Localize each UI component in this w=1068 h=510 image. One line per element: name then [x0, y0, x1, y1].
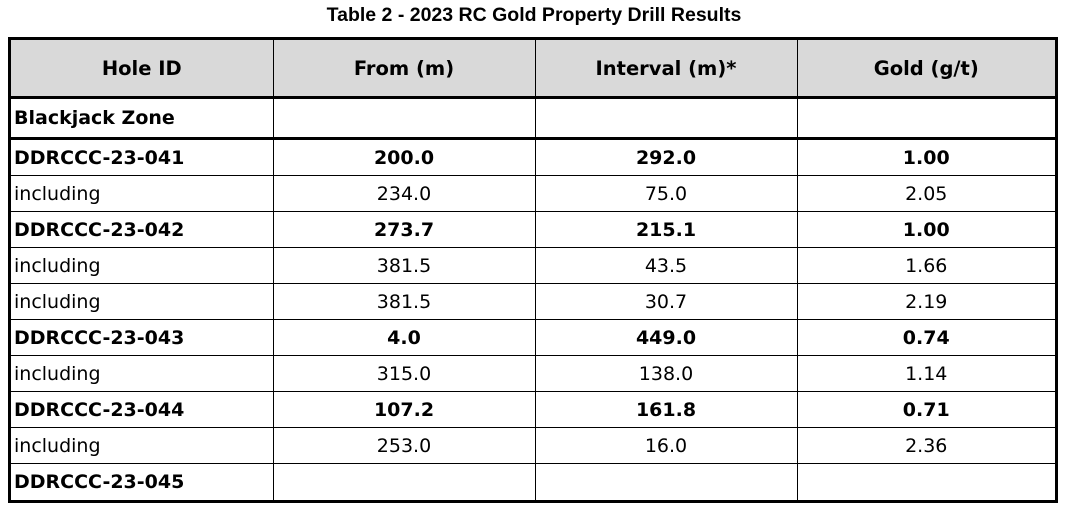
- header-hole-id: Hole ID: [11, 40, 274, 99]
- table-body: Blackjack Zone DDRCCC-23-041 200.0 292.0 1.…: [11, 97, 1055, 500]
- from-cell: [272, 463, 536, 500]
- section-label: Blackjack Zone: [11, 97, 274, 140]
- gold-cell: 0.74: [796, 319, 1055, 356]
- table-row: including 253.0 16.0 2.36: [11, 427, 1055, 464]
- hole-id-cell: including: [11, 175, 274, 212]
- from-cell: 200.0: [272, 138, 536, 176]
- hole-id-cell: including: [11, 427, 274, 464]
- gold-cell: 2.05: [796, 175, 1055, 212]
- gold-cell: 1.00: [796, 138, 1055, 176]
- from-cell: 381.5: [272, 247, 536, 284]
- header-from: From (m): [272, 40, 536, 99]
- interval-cell: 30.7: [534, 283, 798, 320]
- from-cell: 253.0: [272, 427, 536, 464]
- table-row: DDRCCC-23-041 200.0 292.0 1.00: [11, 138, 1055, 176]
- interval-cell: 292.0: [534, 138, 798, 176]
- drill-results-table: Hole ID From (m) Interval (m)* Gold (g/t…: [11, 40, 1055, 500]
- table-row: DDRCCC-23-043 4.0 449.0 0.74: [11, 319, 1055, 356]
- hole-id-cell: DDRCCC-23-043: [11, 319, 274, 356]
- interval-cell: 138.0: [534, 355, 798, 392]
- interval-cell: 161.8: [534, 391, 798, 428]
- hole-id-cell: including: [11, 355, 274, 392]
- gold-cell: [796, 463, 1055, 500]
- interval-cell: 449.0: [534, 319, 798, 356]
- gold-cell: 1.66: [796, 247, 1055, 284]
- section-empty-cell: [272, 97, 536, 140]
- table-title: Table 2 - 2023 RC Gold Property Drill Re…: [326, 4, 742, 26]
- table-row: DDRCCC-23-042 273.7 215.1 1.00: [11, 211, 1055, 248]
- table-row: including 381.5 43.5 1.66: [11, 247, 1055, 284]
- gold-cell: 1.00: [796, 211, 1055, 248]
- interval-cell: 75.0: [534, 175, 798, 212]
- header-interval: Interval (m)*: [534, 40, 798, 99]
- section-empty-cell: [534, 97, 798, 140]
- table-row: including 381.5 30.7 2.19: [11, 283, 1055, 320]
- table-row: including 234.0 75.0 2.05: [11, 175, 1055, 212]
- hole-id-cell: including: [11, 283, 274, 320]
- hole-id-cell: DDRCCC-23-044: [11, 391, 274, 428]
- hole-id-cell: DDRCCC-23-045: [11, 463, 274, 500]
- header-row: Hole ID From (m) Interval (m)* Gold (g/t…: [11, 40, 1055, 99]
- from-cell: 234.0: [272, 175, 536, 212]
- gold-cell: 1.14: [796, 355, 1055, 392]
- from-cell: 381.5: [272, 283, 536, 320]
- gold-cell: 2.36: [796, 427, 1055, 464]
- interval-cell: 215.1: [534, 211, 798, 248]
- hole-id-cell: DDRCCC-23-041: [11, 138, 274, 176]
- section-row: Blackjack Zone: [11, 97, 1055, 140]
- gold-cell: 0.71: [796, 391, 1055, 428]
- from-cell: 315.0: [272, 355, 536, 392]
- interval-cell: 43.5: [534, 247, 798, 284]
- hole-id-cell: DDRCCC-23-042: [11, 211, 274, 248]
- from-cell: 4.0: [272, 319, 536, 356]
- drill-results-table-container: Hole ID From (m) Interval (m)* Gold (g/t…: [8, 37, 1058, 503]
- table-row: DDRCCC-23-044 107.2 161.8 0.71: [11, 391, 1055, 428]
- hole-id-cell: including: [11, 247, 274, 284]
- interval-cell: [534, 463, 798, 500]
- table-row: including 315.0 138.0 1.14: [11, 355, 1055, 392]
- interval-cell: 16.0: [534, 427, 798, 464]
- from-cell: 273.7: [272, 211, 536, 248]
- table-row: DDRCCC-23-045: [11, 463, 1055, 500]
- gold-cell: 2.19: [796, 283, 1055, 320]
- from-cell: 107.2: [272, 391, 536, 428]
- section-empty-cell: [796, 97, 1055, 140]
- header-gold: Gold (g/t): [796, 40, 1055, 99]
